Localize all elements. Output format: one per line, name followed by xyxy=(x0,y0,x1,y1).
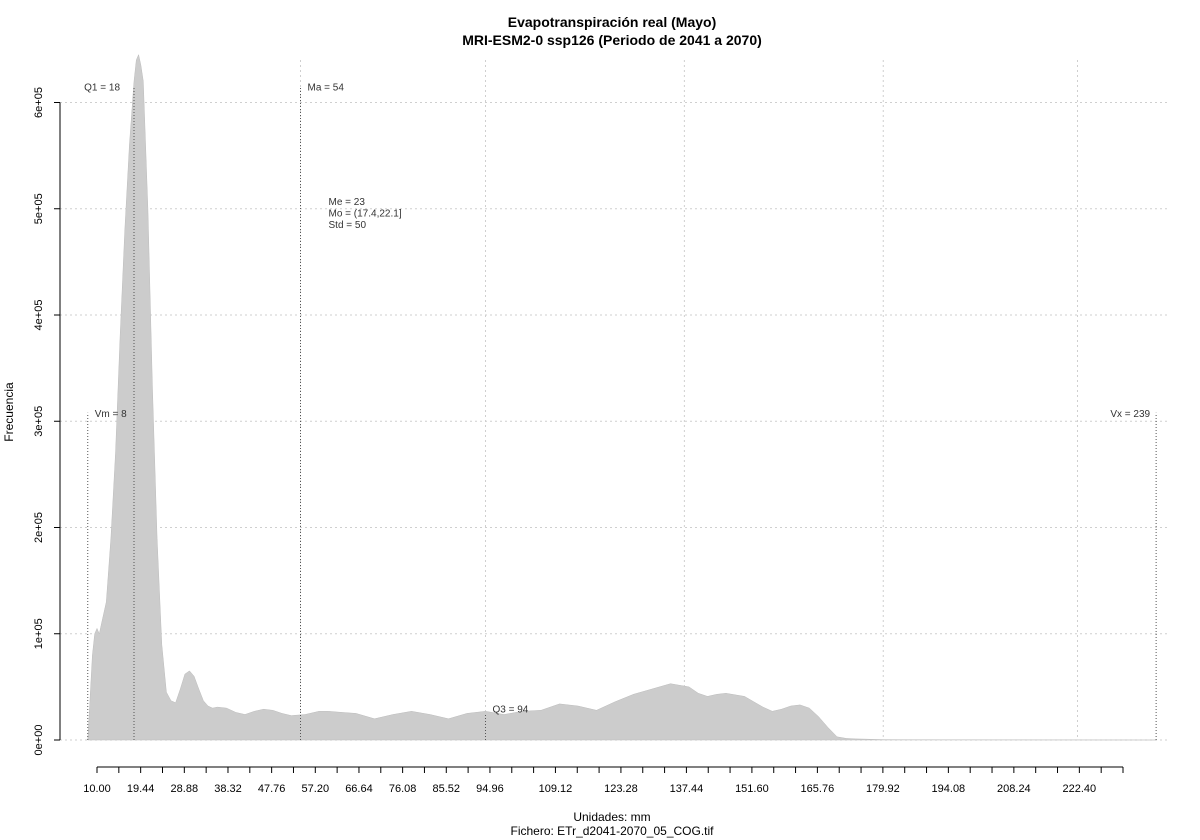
x-tick-label: 165.76 xyxy=(801,783,835,795)
x-tick-label: 76.08 xyxy=(389,783,417,795)
chart-title: Evapotranspiración real (Mayo) xyxy=(508,14,717,30)
x-tick-label: 151.60 xyxy=(735,783,769,795)
x-tick-label: 109.12 xyxy=(539,783,573,795)
annotation-group: Q1 = 18 Ma = 54 Vm = 8 Vx = 239 Q3 = 94 xyxy=(84,83,1157,740)
annotation-label: Vx = 239 xyxy=(1110,409,1150,420)
y-tick-label: 0e+00 xyxy=(33,725,45,756)
x-tick-label: 94.96 xyxy=(476,783,504,795)
x-tick-label: 194.08 xyxy=(932,783,966,795)
x-tick-label: 10.00 xyxy=(83,783,111,795)
file-caption: Fichero: ETr_d2041-2070_05_COG.tif xyxy=(511,824,715,838)
x-tick-label: 137.44 xyxy=(670,783,704,795)
x-tick-label: 208.24 xyxy=(997,783,1031,795)
y-tick-label: 6e+05 xyxy=(33,87,45,118)
y-tick-label: 1e+05 xyxy=(33,618,45,649)
x-tick-label: 47.76 xyxy=(258,783,286,795)
density-area-group xyxy=(87,53,1157,741)
y-tick-label: 5e+05 xyxy=(33,193,45,224)
x-tick-label: 179.92 xyxy=(866,783,900,795)
y-tick-label: 4e+05 xyxy=(33,300,45,331)
x-tick-label: 38.32 xyxy=(214,783,242,795)
annotation-label: Ma = 54 xyxy=(308,83,345,94)
axes: 0e+00 1e+05 2e+05 3e+05 4e+05 5e+05 6e+05 10.00… xyxy=(33,87,1124,795)
annotation-label: Q3 = 94 xyxy=(493,704,529,715)
x-tick-label: 222.40 xyxy=(1063,783,1097,795)
x-axis-label: Unidades: mm xyxy=(573,810,650,824)
x-tick-label: 123.28 xyxy=(604,783,638,795)
chart-subtitle: MRI-ESM2-0 ssp126 (Periodo de 2041 a 207… xyxy=(462,32,762,48)
x-tick-label: 57.20 xyxy=(302,783,330,795)
y-tick-label: 3e+05 xyxy=(33,406,45,437)
stats-line: Std = 50 xyxy=(329,220,367,231)
stats-line: Me = 23 xyxy=(329,197,366,208)
stats-line: Mo = (17.4,22.1] xyxy=(329,209,402,220)
annotation-label: Q1 = 18 xyxy=(84,83,120,94)
y-tick-label: 2e+05 xyxy=(33,512,45,543)
x-tick-label: 66.64 xyxy=(345,783,373,795)
y-axis-label: Frecuencia xyxy=(2,382,16,442)
annotation-label: Vm = 8 xyxy=(95,409,127,420)
x-tick-label: 28.88 xyxy=(171,783,199,795)
grid-lines xyxy=(60,60,1170,741)
x-tick-label: 85.52 xyxy=(433,783,461,795)
density-area xyxy=(87,53,1157,741)
x-tick-label: 19.44 xyxy=(127,783,155,795)
